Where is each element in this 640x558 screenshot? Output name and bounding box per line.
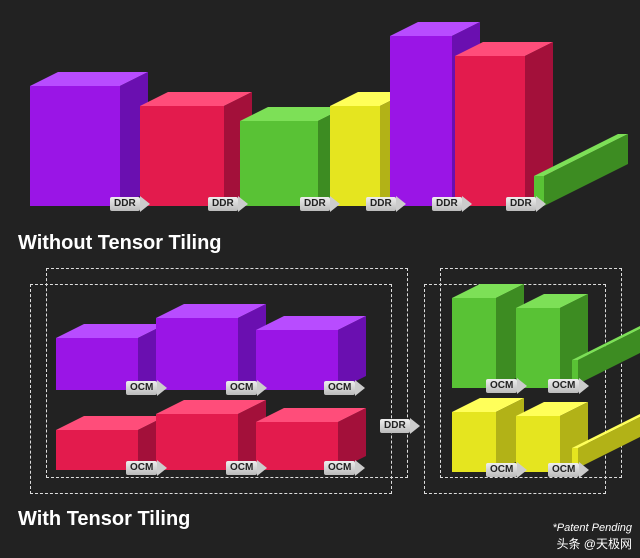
arrow-head-icon <box>355 380 365 396</box>
arrow-head-icon <box>462 196 472 212</box>
top-block-6 <box>534 134 628 206</box>
title-without: Without Tensor Tiling <box>18 232 222 255</box>
bottom-arrow-8: OCM <box>548 378 589 394</box>
bottom-arrow-0: OCM <box>126 380 167 396</box>
arrow-label: DDR <box>300 197 330 211</box>
arrow-label: OCM <box>324 461 355 475</box>
arrow-head-icon <box>355 460 365 476</box>
arrow-label: DDR <box>432 197 462 211</box>
arrow-head-icon <box>579 378 589 394</box>
arrow-head-icon <box>257 380 267 396</box>
bottom-block-2 <box>256 316 366 390</box>
bottom-block-11 <box>572 406 640 468</box>
arrow-label: OCM <box>126 461 157 475</box>
bottom-arrow-2: OCM <box>324 380 365 396</box>
bottom-arrow-6: DDR <box>380 418 420 434</box>
arrow-label: OCM <box>324 381 355 395</box>
top-arrow-1: DDR <box>208 196 248 212</box>
arrow-head-icon <box>579 462 589 478</box>
bottom-block-8 <box>572 318 640 384</box>
arrow-label: OCM <box>548 463 579 477</box>
bottom-arrow-5: OCM <box>324 460 365 476</box>
arrow-head-icon <box>536 196 546 212</box>
arrow-label: DDR <box>380 419 410 433</box>
bottom-arrow-7: OCM <box>486 378 527 394</box>
arrow-head-icon <box>238 196 248 212</box>
arrow-label: OCM <box>486 379 517 393</box>
bottom-arrow-9: OCM <box>486 462 527 478</box>
watermark-text: 头条 @天极网 <box>556 535 632 552</box>
arrow-label: DDR <box>208 197 238 211</box>
arrow-head-icon <box>157 380 167 396</box>
top-arrow-2: DDR <box>300 196 340 212</box>
arrow-label: OCM <box>548 379 579 393</box>
arrow-head-icon <box>517 378 527 394</box>
arrow-head-icon <box>396 196 406 212</box>
top-arrow-0: DDR <box>110 196 150 212</box>
arrow-label: DDR <box>506 197 536 211</box>
arrow-label: OCM <box>226 381 257 395</box>
top-block-0 <box>30 72 148 206</box>
arrow-head-icon <box>410 418 420 434</box>
arrow-label: OCM <box>486 463 517 477</box>
bottom-block-9 <box>452 398 524 472</box>
bottom-arrow-10: OCM <box>548 462 589 478</box>
bottom-arrow-1: OCM <box>226 380 267 396</box>
top-arrow-4: DDR <box>432 196 472 212</box>
arrow-head-icon <box>330 196 340 212</box>
bottom-block-6 <box>452 284 524 388</box>
top-block-1 <box>140 92 252 206</box>
top-arrow-3: DDR <box>366 196 406 212</box>
bottom-block-1 <box>156 304 266 390</box>
arrow-head-icon <box>140 196 150 212</box>
arrow-label: DDR <box>110 197 140 211</box>
arrow-head-icon <box>257 460 267 476</box>
arrow-label: DDR <box>366 197 396 211</box>
bottom-arrow-4: OCM <box>226 460 267 476</box>
title-with: With Tensor Tiling <box>18 508 190 531</box>
arrow-head-icon <box>157 460 167 476</box>
arrow-label: OCM <box>126 381 157 395</box>
patent-pending-note: *Patent Pending <box>552 522 632 534</box>
top-arrow-5: DDR <box>506 196 546 212</box>
arrow-head-icon <box>517 462 527 478</box>
bottom-arrow-3: OCM <box>126 460 167 476</box>
arrow-label: OCM <box>226 461 257 475</box>
